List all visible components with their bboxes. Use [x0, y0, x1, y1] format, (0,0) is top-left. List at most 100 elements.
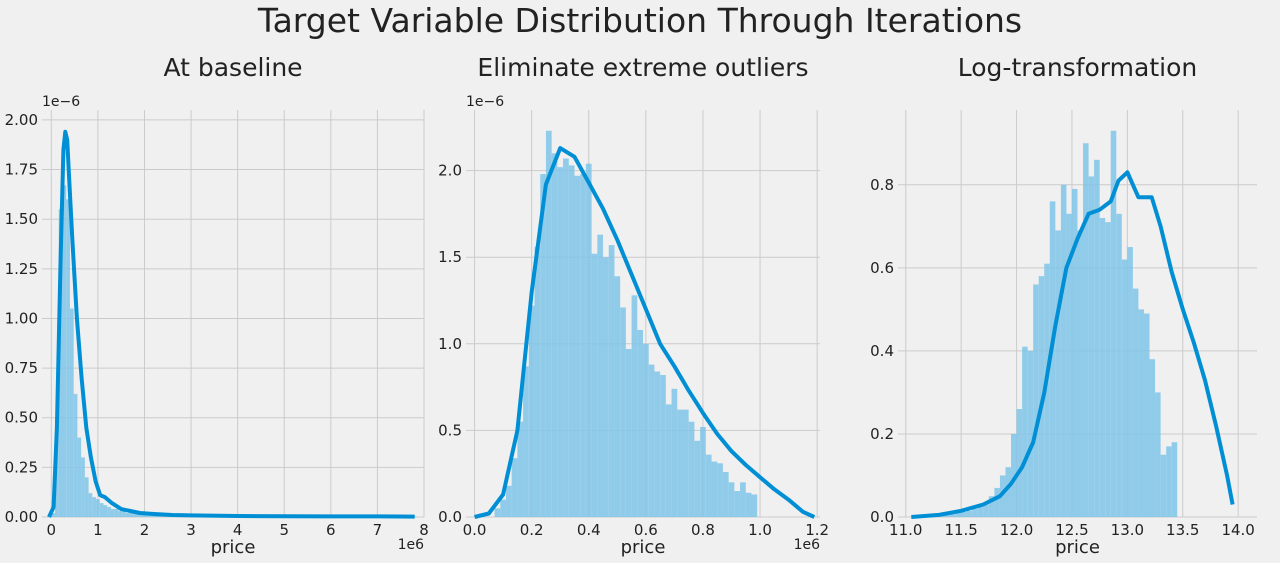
histogram-bar — [574, 175, 581, 518]
x-tick-label: 3 — [186, 521, 196, 539]
histogram-bar — [137, 513, 141, 517]
kde-line — [474, 146, 816, 519]
histogram-bar — [1055, 230, 1061, 517]
histogram-bar — [694, 440, 701, 517]
x-tick-label: 12.5 — [1055, 521, 1088, 539]
y-tick-label: 0.0 — [438, 508, 462, 526]
histogram-bar — [722, 471, 729, 517]
histogram-bar — [523, 366, 529, 517]
chart-panel-1: 0 1 2 3 4 5 6 7 8 0.00 0.25 0.50 0.75 1.00 1.25 1.50 1.7… — [5, 53, 429, 558]
x-tick-label: 0.4 — [577, 521, 601, 539]
histogram-bar — [591, 253, 598, 517]
histogram-bar — [122, 511, 126, 517]
histogram-bar — [1088, 176, 1095, 517]
histogram-bar — [62, 185, 67, 517]
x-tick-label: 11.5 — [944, 521, 977, 539]
histogram-bar — [1049, 201, 1056, 517]
histogram-bar — [1110, 130, 1117, 517]
histogram-bar — [751, 494, 758, 517]
histogram-bar — [728, 482, 735, 517]
x-offset-label: 1e6 — [398, 537, 425, 553]
y-tick-label: 0.75 — [5, 359, 38, 377]
kde-line — [47, 129, 415, 519]
y-tick-label: 1.5 — [438, 248, 462, 266]
histogram-bar — [654, 371, 661, 517]
kde-line — [911, 170, 1235, 519]
histogram-bar — [950, 513, 956, 517]
histogram-bar — [1132, 288, 1139, 517]
histogram-bar — [961, 512, 967, 517]
histogram-bar — [580, 174, 586, 517]
histogram-bar — [999, 475, 1006, 517]
histogram-bar — [568, 165, 575, 518]
histogram-bar — [1099, 217, 1106, 517]
histogram-bar — [1160, 454, 1167, 517]
histogram-bar — [84, 477, 89, 517]
x-tick-label: 5 — [279, 521, 289, 539]
histogram-bar — [944, 514, 951, 517]
y-offset-label: 1e−6 — [42, 94, 80, 110]
histogram-bar — [1166, 446, 1172, 517]
x-tick-label: 0.6 — [634, 521, 658, 539]
x-tick-label: 7 — [373, 521, 383, 539]
x-tick-label: 1.0 — [748, 521, 772, 539]
histogram-bar — [1060, 184, 1067, 517]
histogram-bar — [563, 158, 569, 517]
histogram-bar — [966, 510, 973, 517]
x-axis-label: price — [1055, 537, 1100, 558]
histogram-bar — [1022, 346, 1028, 517]
histogram-bar — [625, 349, 632, 517]
y-tick-label: 1.00 — [5, 309, 38, 327]
x-tick-label: 0 — [47, 521, 57, 539]
histogram-bar — [631, 295, 638, 517]
histogram-bar — [705, 454, 712, 517]
histogram-bar — [110, 509, 115, 517]
histogram-bar — [994, 487, 1000, 517]
histogram-bar — [682, 409, 689, 517]
histogram-bar — [608, 245, 615, 517]
histogram-bar — [614, 276, 621, 517]
histogram-bar — [517, 421, 524, 517]
x-tick-label: 4 — [233, 521, 243, 539]
histogram-bar — [1011, 433, 1017, 517]
histogram-bar — [99, 503, 104, 517]
histogram-bar — [66, 199, 70, 517]
histogram-bar — [1094, 159, 1100, 517]
histogram-bar — [540, 174, 546, 517]
histogram-bar — [648, 364, 655, 517]
histogram-bar — [1171, 442, 1178, 517]
histogram-bar — [745, 492, 752, 517]
y-tick-label: 0.5 — [438, 421, 462, 439]
histogram-bar — [144, 515, 149, 517]
histogram-bar — [96, 499, 100, 517]
histogram-bar — [528, 305, 535, 517]
histogram-bar — [734, 491, 741, 517]
x-tick-label: 2 — [140, 521, 150, 539]
x-tick-label: 1.2 — [805, 521, 829, 539]
chart-panel-3: 11.0 11.5 12.0 12.5 13.0 13.5 14.0 0.0 0.2 0.4 0.6… — [870, 53, 1257, 558]
histogram-bar — [557, 167, 564, 517]
y-offset-label: 1e−6 — [466, 94, 504, 110]
y-tick-label: 1.75 — [5, 161, 38, 179]
x-axis-label: price — [211, 537, 256, 558]
histogram-bar — [585, 163, 592, 517]
y-tick-label: 1.25 — [5, 260, 38, 278]
y-tick-label: 1.50 — [5, 210, 38, 228]
histogram-bar — [58, 209, 63, 517]
histogram-bar — [151, 515, 156, 517]
histogram-bar — [717, 463, 723, 517]
histogram-bar — [1116, 213, 1122, 517]
histogram-bar — [133, 513, 138, 517]
histogram-bar — [955, 512, 962, 517]
histogram-bar — [125, 513, 130, 517]
histogram-bar — [69, 308, 74, 517]
histogram-bar — [1083, 143, 1089, 517]
histogram-bar — [977, 506, 984, 517]
histogram-bar — [73, 393, 78, 517]
histogram-bar — [688, 421, 695, 517]
y-tick-label: 0.50 — [5, 409, 38, 427]
x-tick-label: 0.2 — [520, 521, 544, 539]
chart-title: Log-transformation — [958, 53, 1197, 82]
histogram-bar — [77, 437, 82, 517]
